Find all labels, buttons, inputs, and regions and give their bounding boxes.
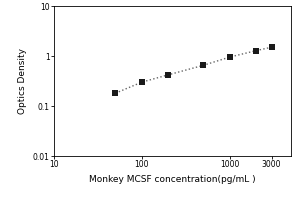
X-axis label: Monkey MCSF concentration(pg/mL ): Monkey MCSF concentration(pg/mL ): [89, 175, 256, 184]
Y-axis label: Optics Density: Optics Density: [18, 48, 27, 114]
